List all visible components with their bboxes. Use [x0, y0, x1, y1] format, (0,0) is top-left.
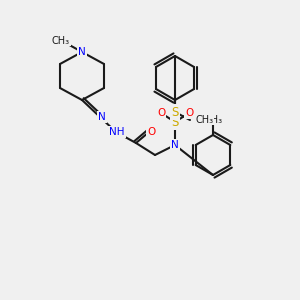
Text: O: O	[147, 127, 155, 137]
Text: O: O	[157, 108, 165, 118]
Text: O: O	[185, 108, 193, 118]
Text: CH₃: CH₃	[52, 36, 70, 46]
Text: S: S	[171, 116, 179, 128]
Text: N: N	[98, 112, 106, 122]
Text: S: S	[171, 106, 179, 118]
Text: CH₃: CH₃	[195, 115, 213, 125]
Text: CH₃: CH₃	[205, 115, 223, 125]
Text: N: N	[78, 47, 86, 57]
Text: N: N	[171, 140, 179, 150]
Text: NH: NH	[109, 127, 125, 137]
